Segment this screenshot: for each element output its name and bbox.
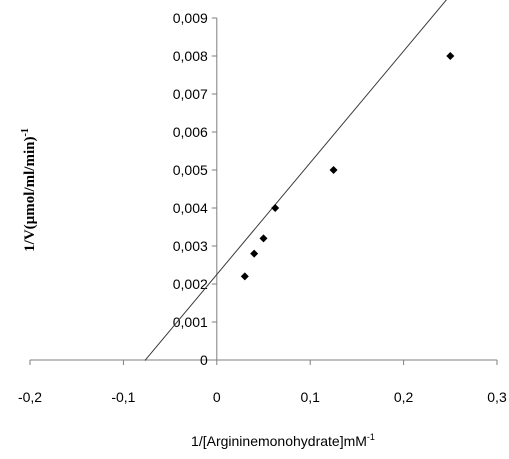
data-point: [259, 234, 268, 243]
y-axis-label-text: 1/V(µmol/ml/min): [22, 137, 38, 252]
y-tick-label: 0,002: [173, 276, 208, 292]
data-point: [250, 249, 259, 258]
y-tick-label: 0,003: [173, 238, 208, 254]
y-tick-labels: 0 0,001 0,002 0,003 0,004 0,005 0,006 0,007 0,00…: [173, 10, 208, 368]
x-tick-label: -0,1: [111, 389, 135, 405]
x-tick-label: 0: [213, 389, 221, 405]
x-tick-labels: -0,2 -0,1 0 0,1 0,2 0,3: [18, 389, 507, 405]
x-tick-label: 0,1: [300, 389, 320, 405]
axes: [30, 18, 497, 361]
trendline-group: [144, 0, 447, 361]
y-axis-label-superscript: -1: [20, 128, 31, 136]
y-axis-label: 1/V(µmol/ml/min)-1: [20, 128, 38, 252]
y-tick-label: 0,006: [173, 124, 208, 140]
x-tick-label: 0,3: [487, 389, 507, 405]
trendline: [144, 0, 447, 361]
data-points: [240, 52, 455, 281]
tick-marks: [29, 17, 498, 365]
x-axis-label-text: 1/[Argininemonohydrate]mM: [191, 433, 367, 449]
x-tick-label: 0,2: [394, 389, 414, 405]
y-tick-label: 0,001: [173, 314, 208, 330]
y-tick-label: 0: [200, 352, 208, 368]
y-tick-label: 0,007: [173, 86, 208, 102]
data-point: [271, 204, 280, 212]
data-point: [240, 272, 249, 281]
x-tick-label: -0,2: [18, 389, 42, 405]
data-point: [446, 52, 455, 60]
y-tick-label: 0,008: [173, 48, 208, 64]
data-point: [329, 166, 338, 174]
y-tick-label: 0,005: [173, 162, 208, 178]
x-axis-label-superscript: -1: [367, 432, 375, 442]
y-tick-label: 0,004: [173, 200, 208, 216]
x-axis-label: 1/[Argininemonohydrate]mM-1: [191, 432, 375, 449]
y-tick-label: 0,009: [173, 10, 208, 26]
